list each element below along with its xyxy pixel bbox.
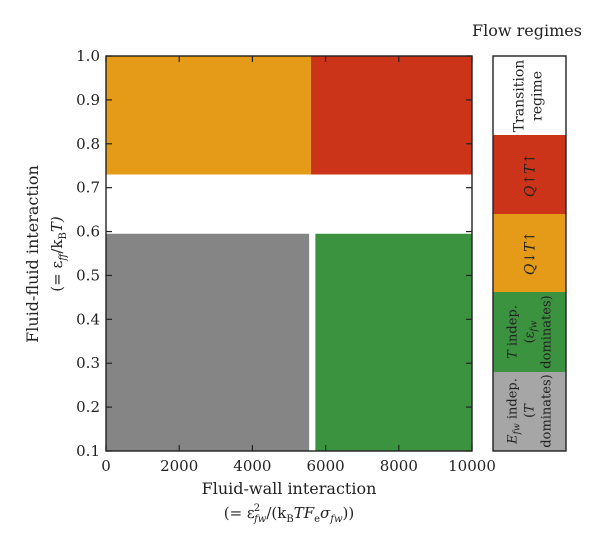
legend-label-efwindep-1: Efw indep. — [506, 378, 523, 445]
legend-label-tindep-1: T indep. — [506, 305, 521, 359]
legend-swatch-tindep — [493, 292, 566, 372]
legend-swatch-efwindep — [493, 372, 566, 451]
legend-label-efwindep-2: (T — [523, 403, 538, 418]
x-tick-label: 0 — [101, 457, 111, 475]
y-axis-label: Fluid-fluid interaction — [23, 165, 42, 343]
x-axis-label: Fluid-wall interaction — [202, 479, 377, 498]
y-tick-label: 1.0 — [76, 47, 100, 65]
legend-label-qdown: Q↓T↑ — [523, 231, 539, 275]
region-1 — [310, 56, 472, 175]
legend: Transition regime Q↑T↑ Q↓T↑ T indep. (εf… — [492, 55, 567, 452]
region-2 — [106, 174, 472, 234]
y-tick-label: 0.5 — [76, 266, 100, 284]
y-axis-label-group: Fluid-fluid interaction (= εff/kBT) — [23, 165, 69, 343]
region-4 — [315, 233, 472, 451]
y-tick-label: 0.3 — [76, 354, 100, 372]
legend-label-qup: Q↑T↑ — [523, 153, 539, 197]
y-tick-label: 0.9 — [76, 91, 100, 109]
x-tick-label: 2000 — [160, 457, 198, 475]
y-axis: 0.1 0.2 0.3 0.4 0.5 0.6 0.7 0.8 0.9 1.0 — [76, 47, 472, 460]
x-tick-label: 6000 — [307, 457, 345, 475]
legend-title: Flow regimes — [472, 21, 582, 40]
y-tick-label: 0.6 — [76, 223, 100, 241]
y-tick-label: 0.4 — [76, 310, 100, 328]
x-tick-label: 8000 — [380, 457, 418, 475]
x-axis: 0 2000 4000 6000 8000 10000 — [101, 56, 496, 475]
region-0 — [106, 56, 311, 175]
legend-label-transition-1: Transition — [512, 60, 528, 133]
legend-label-tindep-3: dominates) — [540, 295, 555, 368]
x-tick-label: 10000 — [448, 457, 496, 475]
y-tick-label: 0.7 — [76, 179, 100, 197]
legend-swatch-qup — [493, 135, 566, 214]
legend-label-transition-2: regime — [530, 71, 546, 121]
y-axis-formula: (= εff/kBT) — [48, 216, 69, 292]
y-tick-label: 0.1 — [76, 442, 100, 460]
y-tick-label: 0.2 — [76, 398, 100, 416]
y-tick-label: 0.8 — [76, 135, 100, 153]
legend-swatch-qdown — [493, 214, 566, 292]
x-tick-label: 4000 — [233, 457, 271, 475]
plot-regions — [106, 56, 472, 451]
plot-frame — [105, 55, 473, 452]
region-3 — [106, 233, 310, 451]
x-axis-formula: (= ε2 fw/(kBTFeσfw)) — [224, 503, 355, 525]
legend-label-tindep-2: (εfw — [523, 320, 540, 343]
legend-frame — [492, 55, 567, 452]
legend-swatch-transition — [493, 56, 566, 135]
legend-label-efwindep-3: dominates) — [540, 374, 555, 447]
